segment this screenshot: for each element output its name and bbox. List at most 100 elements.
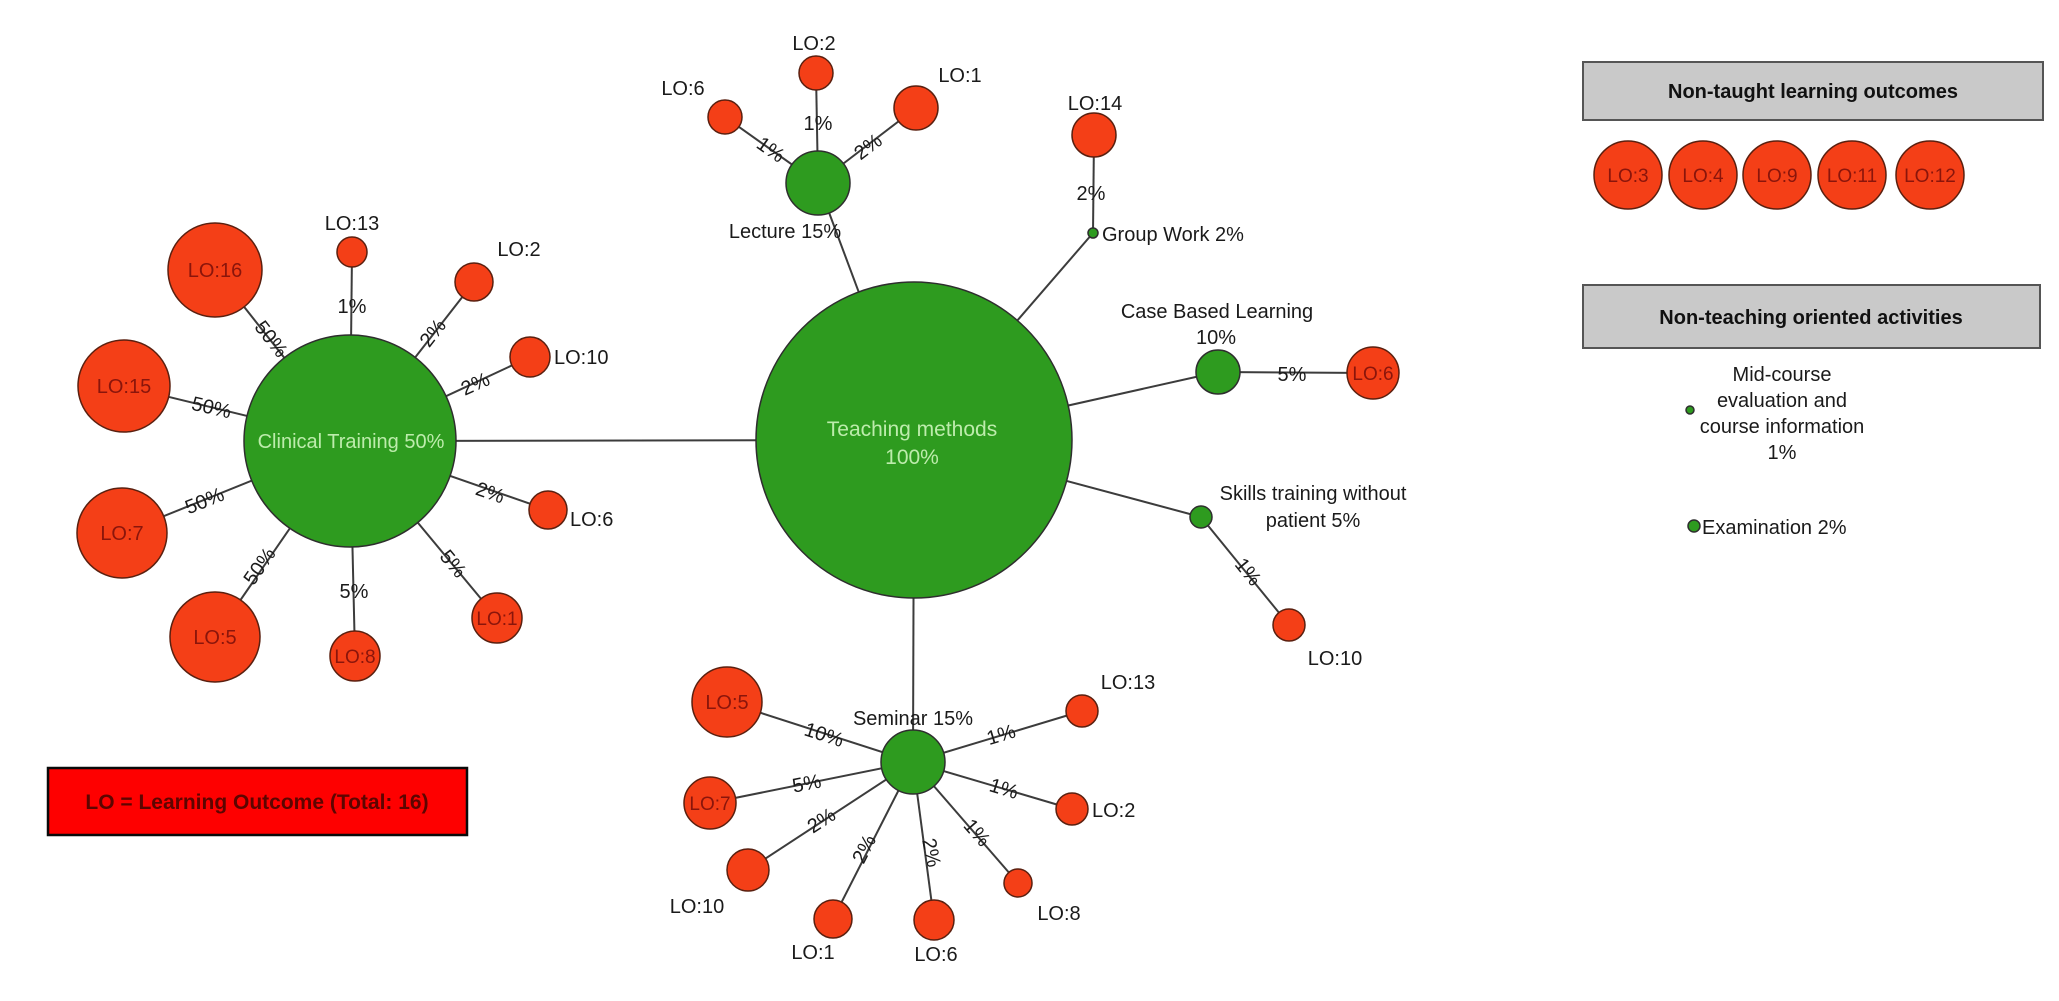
legend-non-taught-title: Non-taught learning outcomes <box>1668 81 1958 103</box>
key-box: LO = Learning Outcome (Total: 16) <box>46 766 469 837</box>
label-seminar-lo2: LO:2 <box>1092 800 1135 822</box>
node-clinical-lo2 <box>454 262 494 302</box>
node-clinical-lo10 <box>509 336 551 378</box>
label-skills-line2: patient 5% <box>1266 510 1361 532</box>
label-group-work-lo14: LO:14 <box>1068 93 1122 115</box>
node-seminar-lo6 <box>913 899 955 941</box>
legend-mid-course-line3: course information <box>1700 416 1865 438</box>
node-clinical-lo5 <box>169 591 261 683</box>
node-clinical-lo15 <box>77 339 171 433</box>
key-box-label: LO = Learning Outcome (Total: 16) <box>85 791 428 814</box>
label-seminar-lo13: LO:13 <box>1101 672 1155 694</box>
node-clinical-training <box>243 334 457 548</box>
legend-mid-course-line2: evaluation and <box>1717 390 1847 412</box>
label-seminar-lo10: LO:10 <box>670 896 724 918</box>
pct-case-based-lo6: 5% <box>1278 364 1307 386</box>
label-clinical-lo16: LO:16 <box>188 260 242 282</box>
node-clinical-lo13 <box>336 236 368 268</box>
node-lecture-lo6 <box>707 99 743 135</box>
edge-seminar-lo7 <box>709 761 914 804</box>
label-clinical-lo6: LO:6 <box>570 509 613 531</box>
node-seminar-lo2 <box>1055 792 1089 826</box>
pct-clinical-lo6: 2% <box>473 478 508 508</box>
key-box-rect <box>46 766 469 837</box>
label-clinical-lo8: LO:8 <box>334 647 375 668</box>
pct-seminar-lo10: 2% <box>804 804 840 838</box>
node-teaching-methods <box>755 281 1073 599</box>
legend-mid-course-line1: Mid-course <box>1733 364 1832 386</box>
label-seminar-lo1: LO:1 <box>791 942 834 964</box>
edge-seminar-lo10 <box>747 761 914 871</box>
label-seminar-lo8: LO:8 <box>1037 903 1080 925</box>
legend-node-lo12 <box>1895 140 1965 210</box>
legend-non-teaching-title: Non-teaching oriented activities <box>1659 307 1962 329</box>
node-case-based-learning <box>1195 349 1241 395</box>
node-skills-training <box>1189 505 1213 529</box>
node-clinical-lo7 <box>76 487 168 579</box>
node-seminar-lo13 <box>1065 694 1099 728</box>
legend-node-mid-course <box>1685 405 1695 415</box>
pct-clinical-lo7: 50% <box>182 484 228 519</box>
legend-label-lo11: LO:11 <box>1827 166 1877 187</box>
node-lecture <box>785 150 851 216</box>
legend-node-lo9 <box>1742 140 1812 210</box>
edge-skills-lo10 <box>1200 516 1290 626</box>
node-seminar <box>880 729 946 795</box>
legend-node-examination <box>1687 519 1701 533</box>
label-clinical-lo13: LO:13 <box>325 213 379 235</box>
label-clinical-lo15: LO:15 <box>97 376 151 398</box>
pct-seminar-lo1: 2% <box>848 831 881 867</box>
label-clinical-lo2: LO:2 <box>497 239 540 261</box>
legend-label-lo9: LO:9 <box>1756 166 1797 187</box>
label-clinical-lo1: LO:1 <box>476 609 517 630</box>
label-seminar-lo5: LO:5 <box>705 692 748 714</box>
pct-clinical-lo1: 5% <box>435 546 471 582</box>
node-seminar-lo1 <box>813 899 853 939</box>
pct-lecture-lo2: 1% <box>804 113 833 135</box>
pct-clinical-lo13: 1% <box>338 296 367 318</box>
node-group-work-lo14 <box>1071 112 1117 158</box>
label-lecture-lo1: LO:1 <box>938 65 981 87</box>
pct-clinical-lo8: 5% <box>340 581 369 603</box>
node-clinical-lo8 <box>329 630 381 682</box>
label-seminar-lo6: LO:6 <box>914 944 957 966</box>
legend-node-lo11 <box>1817 140 1887 210</box>
label-group-work: Group Work 2% <box>1102 224 1244 246</box>
node-seminar-lo10 <box>726 848 770 892</box>
legend-label-lo4: LO:4 <box>1682 166 1724 187</box>
legend-non-teaching: Non-teaching oriented activities Mid-cou… <box>1582 284 2041 539</box>
label-skills-line1: Skills training without <box>1220 483 1407 505</box>
node-seminar-lo8 <box>1003 868 1033 898</box>
node-clinical-lo16 <box>167 222 263 318</box>
label-lecture-lo2: LO:2 <box>792 33 835 55</box>
legend-examination-label: Examination 2% <box>1702 517 1847 539</box>
node-lecture-lo1 <box>893 85 939 131</box>
label-lecture: Lecture 15% <box>729 221 842 243</box>
pct-clinical-lo10: 2% <box>458 369 494 401</box>
legend-node-lo4 <box>1668 140 1738 210</box>
legend-label-lo12: LO:12 <box>1904 166 1956 187</box>
label-skills-lo10: LO:10 <box>1308 648 1362 670</box>
label-teaching-methods-line1: Teaching methods <box>827 418 997 441</box>
legend-mid-course-line4: 1% <box>1768 442 1797 464</box>
label-clinical-training: Clinical Training 50% <box>258 431 445 453</box>
node-clinical-lo6 <box>528 490 568 530</box>
label-case-based-line2: 10% <box>1196 327 1236 349</box>
node-seminar-lo5 <box>691 666 763 738</box>
pct-seminar-lo2: 1% <box>987 775 1021 805</box>
legend-non-taught-box <box>1582 61 2044 121</box>
label-clinical-lo5: LO:5 <box>193 627 236 649</box>
label-case-based-lo6: LO:6 <box>1352 364 1393 385</box>
pct-seminar-lo7: 5% <box>791 771 824 798</box>
label-seminar-lo7: LO:7 <box>689 794 730 815</box>
nodes <box>76 55 1400 941</box>
pct-seminar-lo13: 1% <box>984 720 1018 750</box>
node-lecture-lo2 <box>798 55 834 91</box>
node-case-based-lo6 <box>1346 346 1400 400</box>
legend-node-lo3 <box>1593 140 1663 210</box>
pct-clinical-lo2: 2% <box>416 315 451 351</box>
pct-group-work-lo14: 2% <box>1077 183 1106 205</box>
node-clinical-lo1 <box>471 592 523 644</box>
label-seminar: Seminar 15% <box>853 708 973 730</box>
